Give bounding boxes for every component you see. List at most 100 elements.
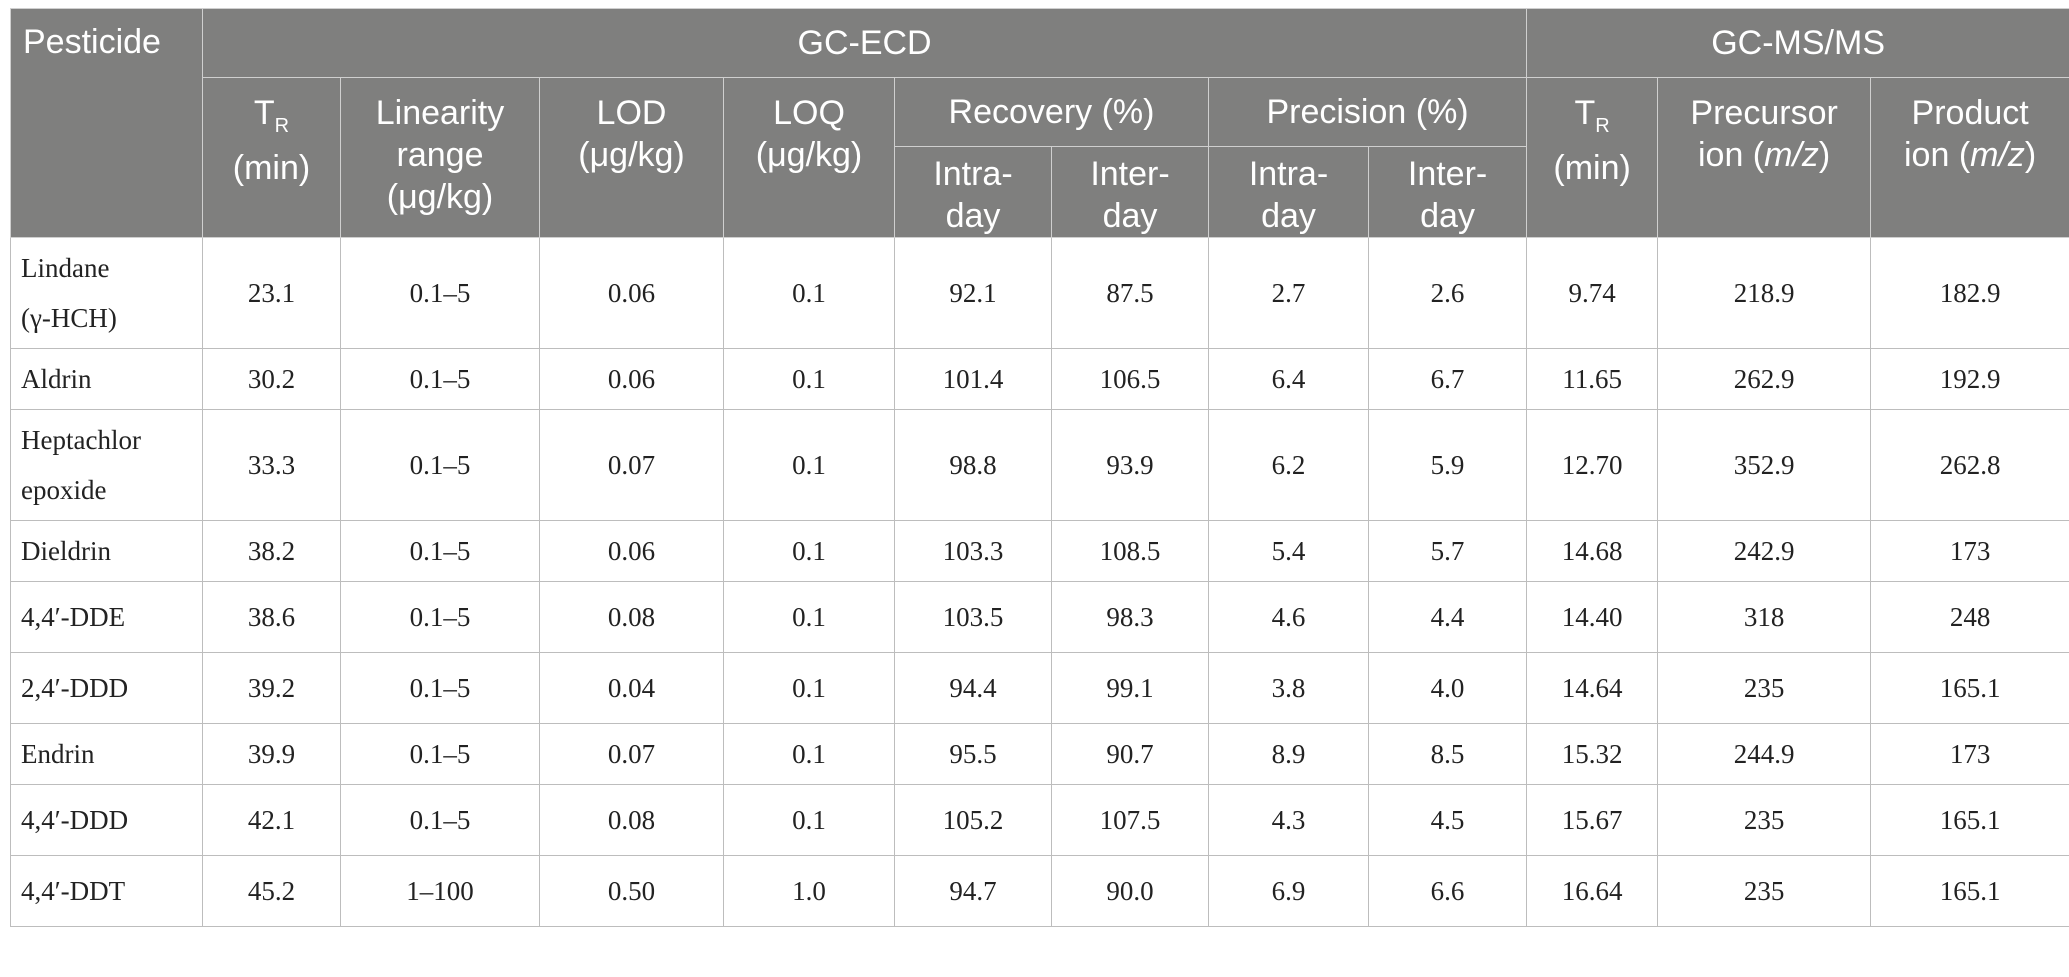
- product-cell: 248: [1871, 582, 2069, 653]
- pesticide-name: Aldrin: [11, 349, 203, 410]
- header-tr: TR(min): [203, 78, 341, 238]
- recovery-interday-cell: 98.3: [1052, 582, 1209, 653]
- header-ms-tr: TR(min): [1527, 78, 1658, 238]
- header-recovery-intraday: Intra-day: [895, 147, 1052, 238]
- linearity-cell: 0.1–5: [341, 785, 540, 856]
- recovery-intraday-cell: 94.4: [895, 653, 1052, 724]
- product-cell: 182.9: [1871, 238, 2069, 349]
- precision-interday-cell: 8.5: [1369, 724, 1527, 785]
- ms-tr-cell: 15.67: [1527, 785, 1658, 856]
- recovery-intraday-cell: 103.5: [895, 582, 1052, 653]
- pesticide-name: 4,4′-DDD: [11, 785, 203, 856]
- pesticide-name: Dieldrin: [11, 521, 203, 582]
- recovery-interday-cell: 93.9: [1052, 410, 1209, 521]
- linearity-cell: 0.1–5: [341, 653, 540, 724]
- precursor-cell: 318: [1658, 582, 1871, 653]
- linearity-cell: 0.1–5: [341, 521, 540, 582]
- loq-cell: 0.1: [724, 582, 895, 653]
- recovery-interday-cell: 87.5: [1052, 238, 1209, 349]
- product-cell: 173: [1871, 521, 2069, 582]
- precision-intraday-cell: 6.2: [1209, 410, 1369, 521]
- ms-tr-cell: 9.74: [1527, 238, 1658, 349]
- precursor-cell: 244.9: [1658, 724, 1871, 785]
- precision-intraday-cell: 6.9: [1209, 856, 1369, 927]
- header-precision-interday: Inter-day: [1369, 147, 1527, 238]
- recovery-interday-cell: 90.7: [1052, 724, 1209, 785]
- precision-interday-cell: 5.7: [1369, 521, 1527, 582]
- precision-interday-cell: 4.5: [1369, 785, 1527, 856]
- pesticide-name: Endrin: [11, 724, 203, 785]
- recovery-intraday-cell: 103.3: [895, 521, 1052, 582]
- precursor-cell: 262.9: [1658, 349, 1871, 410]
- precursor-cell: 218.9: [1658, 238, 1871, 349]
- recovery-intraday-cell: 94.7: [895, 856, 1052, 927]
- precision-interday-cell: 4.0: [1369, 653, 1527, 724]
- header-precision: Precision (%): [1209, 78, 1527, 147]
- table-row: Aldrin 30.2 0.1–5 0.06 0.1 101.4 106.5 6…: [11, 349, 2069, 410]
- recovery-intraday-cell: 92.1: [895, 238, 1052, 349]
- tr-cell: 39.9: [203, 724, 341, 785]
- header-gc-ecd: GC-ECD: [203, 9, 1527, 78]
- table-row: Endrin 39.9 0.1–5 0.07 0.1 95.5 90.7 8.9…: [11, 724, 2069, 785]
- loq-cell: 0.1: [724, 410, 895, 521]
- ms-tr-cell: 14.64: [1527, 653, 1658, 724]
- table-row: 4,4′-DDD 42.1 0.1–5 0.08 0.1 105.2 107.5…: [11, 785, 2069, 856]
- recovery-interday-cell: 90.0: [1052, 856, 1209, 927]
- precision-intraday-cell: 6.4: [1209, 349, 1369, 410]
- precursor-cell: 242.9: [1658, 521, 1871, 582]
- tr-cell: 39.2: [203, 653, 341, 724]
- ms-tr-cell: 14.68: [1527, 521, 1658, 582]
- recovery-interday-cell: 108.5: [1052, 521, 1209, 582]
- linearity-cell: 0.1–5: [341, 724, 540, 785]
- ms-tr-cell: 12.70: [1527, 410, 1658, 521]
- tr-cell: 23.1: [203, 238, 341, 349]
- header-loq: LOQ(μg/kg): [724, 78, 895, 238]
- product-cell: 165.1: [1871, 653, 2069, 724]
- ms-tr-cell: 15.32: [1527, 724, 1658, 785]
- linearity-cell: 0.1–5: [341, 238, 540, 349]
- precision-interday-cell: 2.6: [1369, 238, 1527, 349]
- precursor-cell: 352.9: [1658, 410, 1871, 521]
- header-gc-msms: GC-MS/MS: [1527, 9, 2069, 78]
- header-precision-intraday: Intra-day: [1209, 147, 1369, 238]
- header-recovery-interday: Inter-day: [1052, 147, 1209, 238]
- loq-cell: 0.1: [724, 349, 895, 410]
- pesticide-name: 4,4′-DDT: [11, 856, 203, 927]
- loq-cell: 0.1: [724, 521, 895, 582]
- tr-cell: 38.6: [203, 582, 341, 653]
- precision-intraday-cell: 5.4: [1209, 521, 1369, 582]
- table-row: 4,4′-DDT 45.2 1–100 0.50 1.0 94.7 90.0 6…: [11, 856, 2069, 927]
- recovery-interday-cell: 99.1: [1052, 653, 1209, 724]
- pesticide-table: Pesticide GC-ECD GC-MS/MS TR(min) Linear…: [10, 8, 2069, 927]
- tr-cell: 42.1: [203, 785, 341, 856]
- table-row: 4,4′-DDE 38.6 0.1–5 0.08 0.1 103.5 98.3 …: [11, 582, 2069, 653]
- precision-interday-cell: 6.7: [1369, 349, 1527, 410]
- lod-cell: 0.08: [540, 785, 724, 856]
- precision-intraday-cell: 4.6: [1209, 582, 1369, 653]
- precision-interday-cell: 6.6: [1369, 856, 1527, 927]
- tr-cell: 30.2: [203, 349, 341, 410]
- precision-interday-cell: 4.4: [1369, 582, 1527, 653]
- header-recovery: Recovery (%): [895, 78, 1209, 147]
- product-cell: 173: [1871, 724, 2069, 785]
- tr-cell: 38.2: [203, 521, 341, 582]
- loq-cell: 0.1: [724, 724, 895, 785]
- linearity-cell: 0.1–5: [341, 582, 540, 653]
- precursor-cell: 235: [1658, 785, 1871, 856]
- linearity-cell: 0.1–5: [341, 349, 540, 410]
- recovery-intraday-cell: 101.4: [895, 349, 1052, 410]
- linearity-cell: 0.1–5: [341, 410, 540, 521]
- linearity-cell: 1–100: [341, 856, 540, 927]
- ms-tr-cell: 11.65: [1527, 349, 1658, 410]
- table-row: Dieldrin 38.2 0.1–5 0.06 0.1 103.3 108.5…: [11, 521, 2069, 582]
- precision-interday-cell: 5.9: [1369, 410, 1527, 521]
- loq-cell: 0.1: [724, 653, 895, 724]
- precision-intraday-cell: 3.8: [1209, 653, 1369, 724]
- lod-cell: 0.08: [540, 582, 724, 653]
- precursor-cell: 235: [1658, 653, 1871, 724]
- recovery-interday-cell: 106.5: [1052, 349, 1209, 410]
- loq-cell: 0.1: [724, 785, 895, 856]
- table-row: Lindane(γ-HCH) 23.1 0.1–5 0.06 0.1 92.1 …: [11, 238, 2069, 349]
